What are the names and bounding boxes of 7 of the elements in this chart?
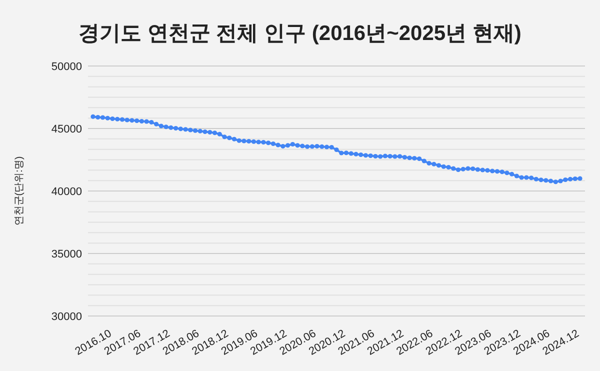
y-tick-label: 45000 (51, 123, 82, 136)
y-tick-label: 50000 (51, 60, 82, 73)
chart-title: 경기도 연천군 전체 인구 (2016년~2025년 현재) (78, 22, 522, 45)
y-tick-label: 30000 (51, 310, 82, 323)
y-axis-title: 연천군(단위:명) (14, 156, 25, 226)
y-tick-label: 35000 (51, 248, 82, 260)
y-tick-label: 40000 (51, 186, 82, 198)
